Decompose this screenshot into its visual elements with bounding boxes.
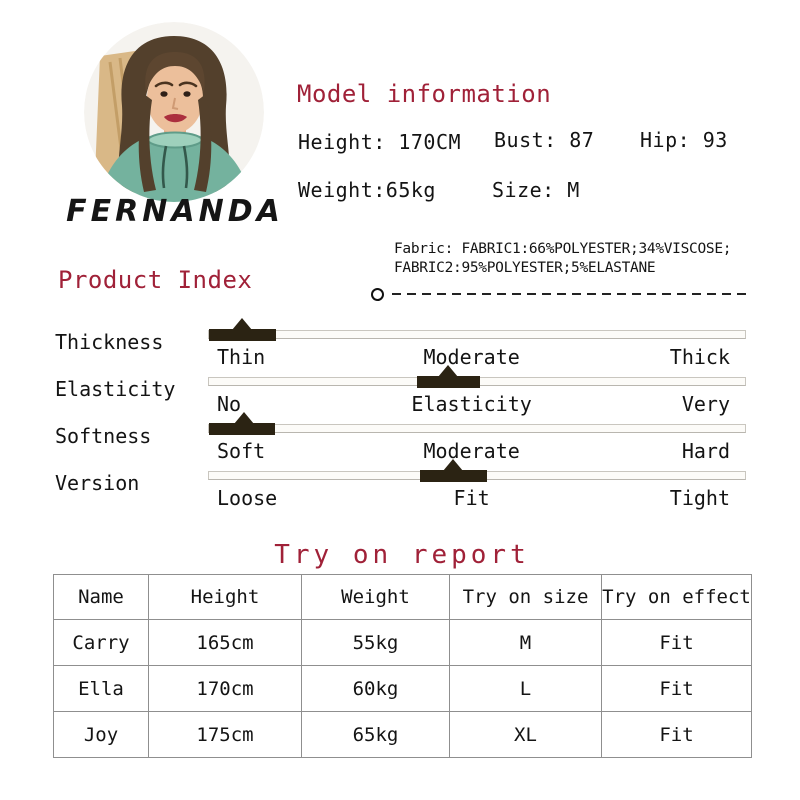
model-weight: Weight:65kg: [298, 178, 436, 202]
col-header-try-on-size: Try on size: [449, 574, 602, 620]
slider-fill: [420, 470, 488, 482]
cell-weight: 65kg: [301, 711, 450, 758]
cell-effect: Fit: [601, 711, 752, 758]
table-row: Joy 175cm 65kg XL Fit: [53, 711, 752, 758]
slider-row-thickness: Thickness Thin Moderate Thick: [0, 318, 800, 371]
slider-track: [208, 412, 746, 435]
scale-label-left: Loose: [217, 486, 278, 510]
slider-marker: [232, 318, 253, 330]
product-index-sliders: Thickness Thin Moderate Thick Elasticity…: [0, 318, 800, 512]
fabric-line-1: Fabric: FABRIC1:66%POLYESTER;34%VISCOSE;: [394, 241, 732, 257]
try-on-report-table: Name Height Weight Try on size Try on ef…: [53, 574, 752, 758]
scale-label-mid: Elasticity: [411, 392, 532, 416]
slider-scale-labels: Soft Moderate Hard: [208, 439, 746, 463]
model-bust: Bust: 87: [494, 128, 595, 152]
scale-label-left: Soft: [217, 439, 266, 463]
cell-name: Carry: [53, 619, 149, 666]
slider-category-label: Elasticity: [55, 377, 176, 401]
model-photo-illustration: [84, 22, 264, 202]
slider-fill: [209, 329, 276, 341]
cell-weight: 55kg: [301, 619, 450, 666]
table-header-row: Name Height Weight Try on size Try on ef…: [53, 574, 752, 620]
cell-size: L: [449, 665, 602, 712]
scale-label-right: Hard: [681, 439, 730, 463]
slider-scale-labels: No Elasticity Very: [208, 392, 746, 416]
circle-bullet-icon: [371, 288, 384, 301]
dashed-line: [392, 293, 748, 296]
slider-category-label: Version: [55, 471, 140, 495]
cell-size: XL: [449, 711, 602, 758]
cell-size: M: [449, 619, 602, 666]
fabric-info: Fabric: FABRIC1:66%POLYESTER;34%VISCOSE;…: [394, 240, 774, 278]
brand-name: FERNANDA: [66, 194, 284, 229]
col-header-try-on-effect: Try on effect: [601, 574, 752, 620]
table-row: Carry 165cm 55kg M Fit: [53, 619, 752, 666]
slider-row-version: Version Loose Fit Tight: [0, 459, 800, 512]
cell-height: 165cm: [148, 619, 302, 666]
cell-effect: Fit: [601, 665, 752, 712]
model-information-title: Model information: [297, 80, 552, 108]
slider-row-softness: Softness Soft Moderate Hard: [0, 412, 800, 465]
fabric-line-2: FABRIC2:95%POLYESTER;5%ELASTANE: [394, 260, 656, 276]
cell-height: 170cm: [148, 665, 302, 712]
slider-category-label: Softness: [55, 424, 152, 448]
try-on-report-title: Try on report: [274, 540, 530, 570]
cell-height: 175cm: [148, 711, 302, 758]
fabric-divider: [368, 287, 750, 303]
slider-row-elasticity: Elasticity No Elasticity Very: [0, 365, 800, 418]
slider-scale-labels: Loose Fit Tight: [208, 486, 746, 510]
slider-marker: [443, 459, 464, 471]
slider-track: [208, 318, 746, 341]
slider-category-label: Thickness: [55, 330, 164, 354]
cell-name: Ella: [53, 665, 149, 712]
slider-track: [208, 459, 746, 482]
model-photo: [84, 22, 264, 202]
slider-marker: [437, 365, 458, 377]
col-header-name: Name: [53, 574, 149, 620]
slider-scale-labels: Thin Moderate Thick: [208, 345, 746, 369]
scale-label-left: Thin: [217, 345, 266, 369]
slider-fill: [416, 376, 481, 388]
scale-label-right: Tight: [669, 486, 730, 510]
slider-fill: [209, 423, 275, 435]
cell-weight: 60kg: [301, 665, 450, 712]
model-height: Height: 170CM: [298, 130, 462, 154]
model-hip: Hip: 93: [640, 128, 728, 152]
table-row: Ella 170cm 60kg L Fit: [53, 665, 752, 712]
cell-effect: Fit: [601, 619, 752, 666]
slider-marker: [233, 412, 254, 424]
scale-label-mid: Fit: [453, 486, 490, 510]
model-size: Size: M: [492, 178, 580, 202]
product-index-title: Product Index: [58, 266, 253, 294]
col-header-weight: Weight: [301, 574, 450, 620]
col-header-height: Height: [148, 574, 302, 620]
scale-label-right: Thick: [669, 345, 730, 369]
cell-name: Joy: [53, 711, 149, 758]
scale-label-right: Very: [681, 392, 730, 416]
scale-label-mid: Moderate: [423, 439, 520, 463]
slider-track: [208, 365, 746, 388]
